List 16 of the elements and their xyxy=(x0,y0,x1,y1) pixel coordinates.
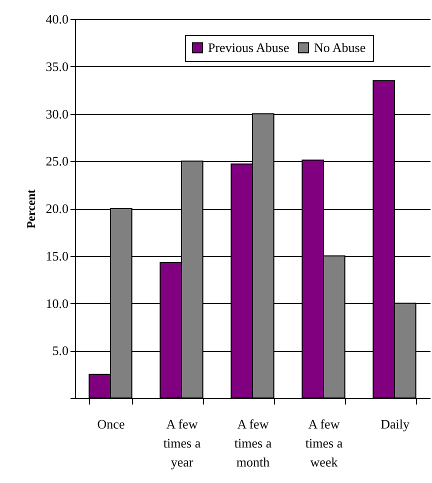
legend-label: Previous Abuse xyxy=(208,40,290,55)
y-tick-label: 35.0 xyxy=(46,58,68,74)
x-tick-label: A few times a month xyxy=(234,416,272,470)
x-tick-label: A few times a year xyxy=(163,416,201,470)
y-tick-label: 15.0 xyxy=(46,248,68,264)
x-tick-label: A few times a week xyxy=(305,416,343,470)
y-axis-title: Percent xyxy=(24,189,38,229)
y-tick-label: 5.0 xyxy=(52,343,68,358)
legend-label: No Abuse xyxy=(314,40,366,55)
y-tick-label: 30.0 xyxy=(46,106,68,122)
y-tick-label: 20.0 xyxy=(46,201,68,216)
y-tick-label: 10.0 xyxy=(46,296,68,311)
y-tick-label: 40.0 xyxy=(46,12,68,26)
x-tick-label: Once xyxy=(97,416,125,432)
y-tick-label: 25.0 xyxy=(46,154,68,169)
x-tick-label: Daily xyxy=(380,416,410,432)
